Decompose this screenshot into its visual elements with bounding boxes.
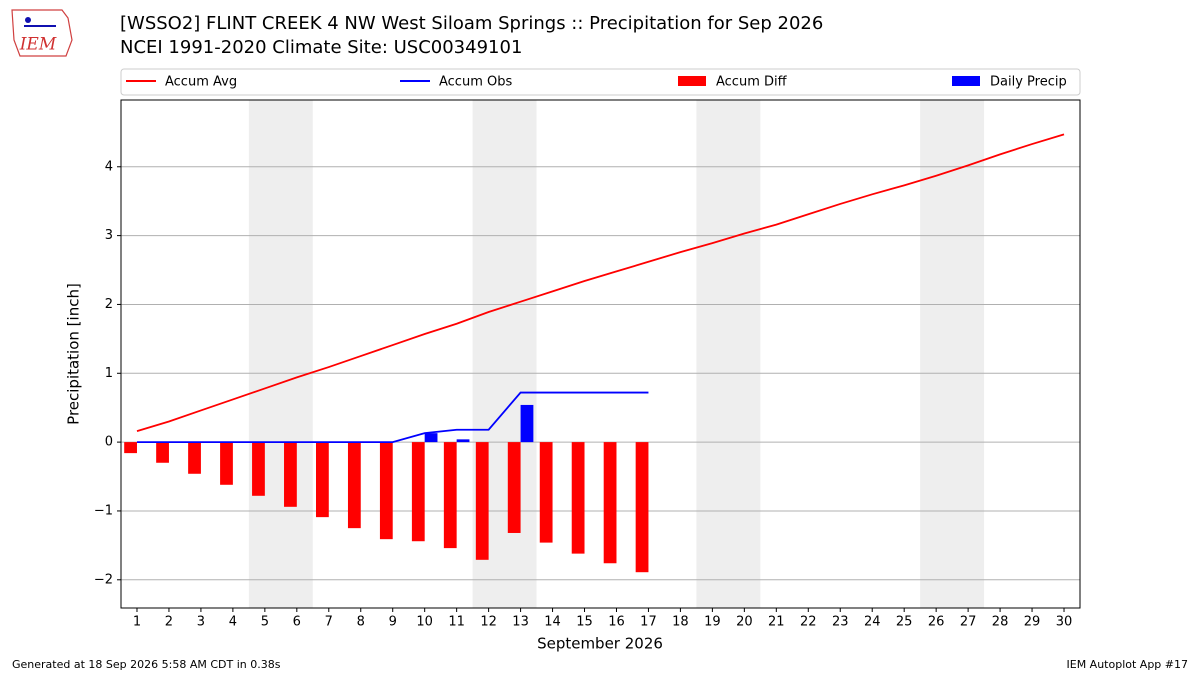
- x-tick-label: 23: [832, 615, 849, 630]
- y-tick-label: −2: [94, 572, 113, 587]
- x-tick-label: 28: [992, 615, 1009, 630]
- x-tick-label: 27: [960, 615, 977, 630]
- x-tick-label: 22: [800, 615, 817, 630]
- y-tick-label: 1: [105, 366, 113, 381]
- x-tick-label: 29: [1024, 615, 1041, 630]
- x-tick-label: 5: [261, 615, 269, 630]
- bar: [424, 433, 438, 443]
- x-tick-label: 3: [197, 615, 205, 630]
- bar: [539, 442, 553, 543]
- x-tick-label: 1: [133, 615, 141, 630]
- plot-frame: [120, 99, 1081, 609]
- y-tick-label: −1: [94, 503, 113, 518]
- footer-right: IEM Autoplot App #17: [1067, 658, 1189, 671]
- bar: [347, 442, 361, 529]
- x-tick-label: 19: [704, 615, 721, 630]
- bar: [603, 442, 617, 564]
- bar: [188, 442, 201, 474]
- legend-box: [120, 68, 1081, 96]
- x-axis-label: September 2026: [537, 635, 663, 653]
- x-tick-label: 9: [389, 615, 397, 630]
- x-tick-label: 4: [229, 615, 237, 630]
- bar: [635, 442, 649, 573]
- bar: [520, 404, 534, 443]
- line: [136, 133, 1065, 432]
- y-tick-label: 0: [105, 435, 113, 450]
- y-axis-label: Precipitation [inch]: [65, 283, 83, 425]
- bar: [252, 442, 265, 496]
- x-tick-label: 7: [325, 615, 333, 630]
- x-tick-label: 12: [480, 615, 497, 630]
- bar: [220, 442, 233, 485]
- y-tick-label: 2: [105, 297, 113, 312]
- bar: [284, 442, 297, 507]
- bar: [571, 442, 585, 554]
- bar: [507, 442, 521, 533]
- x-tick-label: 15: [576, 615, 593, 630]
- chart-subtitle: NCEI 1991-2020 Climate Site: USC00349101: [120, 37, 522, 58]
- x-tick-label: 17: [640, 615, 657, 630]
- legend-swatch: [678, 76, 706, 86]
- weekend-band: [248, 100, 313, 608]
- weekend-band: [920, 100, 985, 608]
- x-tick-label: 11: [448, 615, 465, 630]
- x-tick-label: 30: [1056, 615, 1073, 630]
- logo: IEM: [11, 9, 73, 57]
- x-tick-label: 20: [736, 615, 753, 630]
- logo-text: IEM: [19, 35, 57, 55]
- legend-label: Accum Obs: [439, 75, 512, 90]
- logo-dot: [25, 17, 31, 23]
- y-tick-label: 3: [105, 228, 113, 243]
- x-tick-label: 2: [165, 615, 173, 630]
- line: [136, 391, 649, 444]
- chart-title: [WSSO2] FLINT CREEK 4 NW West Siloam Spr…: [120, 13, 823, 34]
- bar: [156, 442, 169, 463]
- x-tick-label: 6: [293, 615, 301, 630]
- bar: [379, 442, 393, 540]
- legend-label: Daily Precip: [990, 75, 1067, 90]
- x-tick-label: 8: [357, 615, 365, 630]
- x-tick-label: 10: [416, 615, 433, 630]
- bar: [411, 442, 425, 542]
- x-tick-label: 18: [672, 615, 689, 630]
- x-tick-label: 13: [512, 615, 529, 630]
- bar: [443, 442, 457, 549]
- bar: [456, 439, 470, 443]
- bar: [124, 442, 137, 454]
- weekend-band: [696, 100, 761, 608]
- x-tick-label: 26: [928, 615, 945, 630]
- x-tick-label: 14: [544, 615, 561, 630]
- y-tick-label: 4: [105, 159, 113, 174]
- legend-label: Accum Avg: [165, 75, 237, 90]
- legend-label: Accum Diff: [716, 75, 788, 90]
- bar: [475, 442, 489, 560]
- footer-left: Generated at 18 Sep 2026 5:58 AM CDT in …: [12, 658, 281, 671]
- x-tick-label: 25: [896, 615, 913, 630]
- x-tick-label: 24: [864, 615, 881, 630]
- x-tick-label: 21: [768, 615, 785, 630]
- x-tick-label: 16: [608, 615, 625, 630]
- legend-swatch: [952, 76, 980, 86]
- bar: [315, 442, 329, 518]
